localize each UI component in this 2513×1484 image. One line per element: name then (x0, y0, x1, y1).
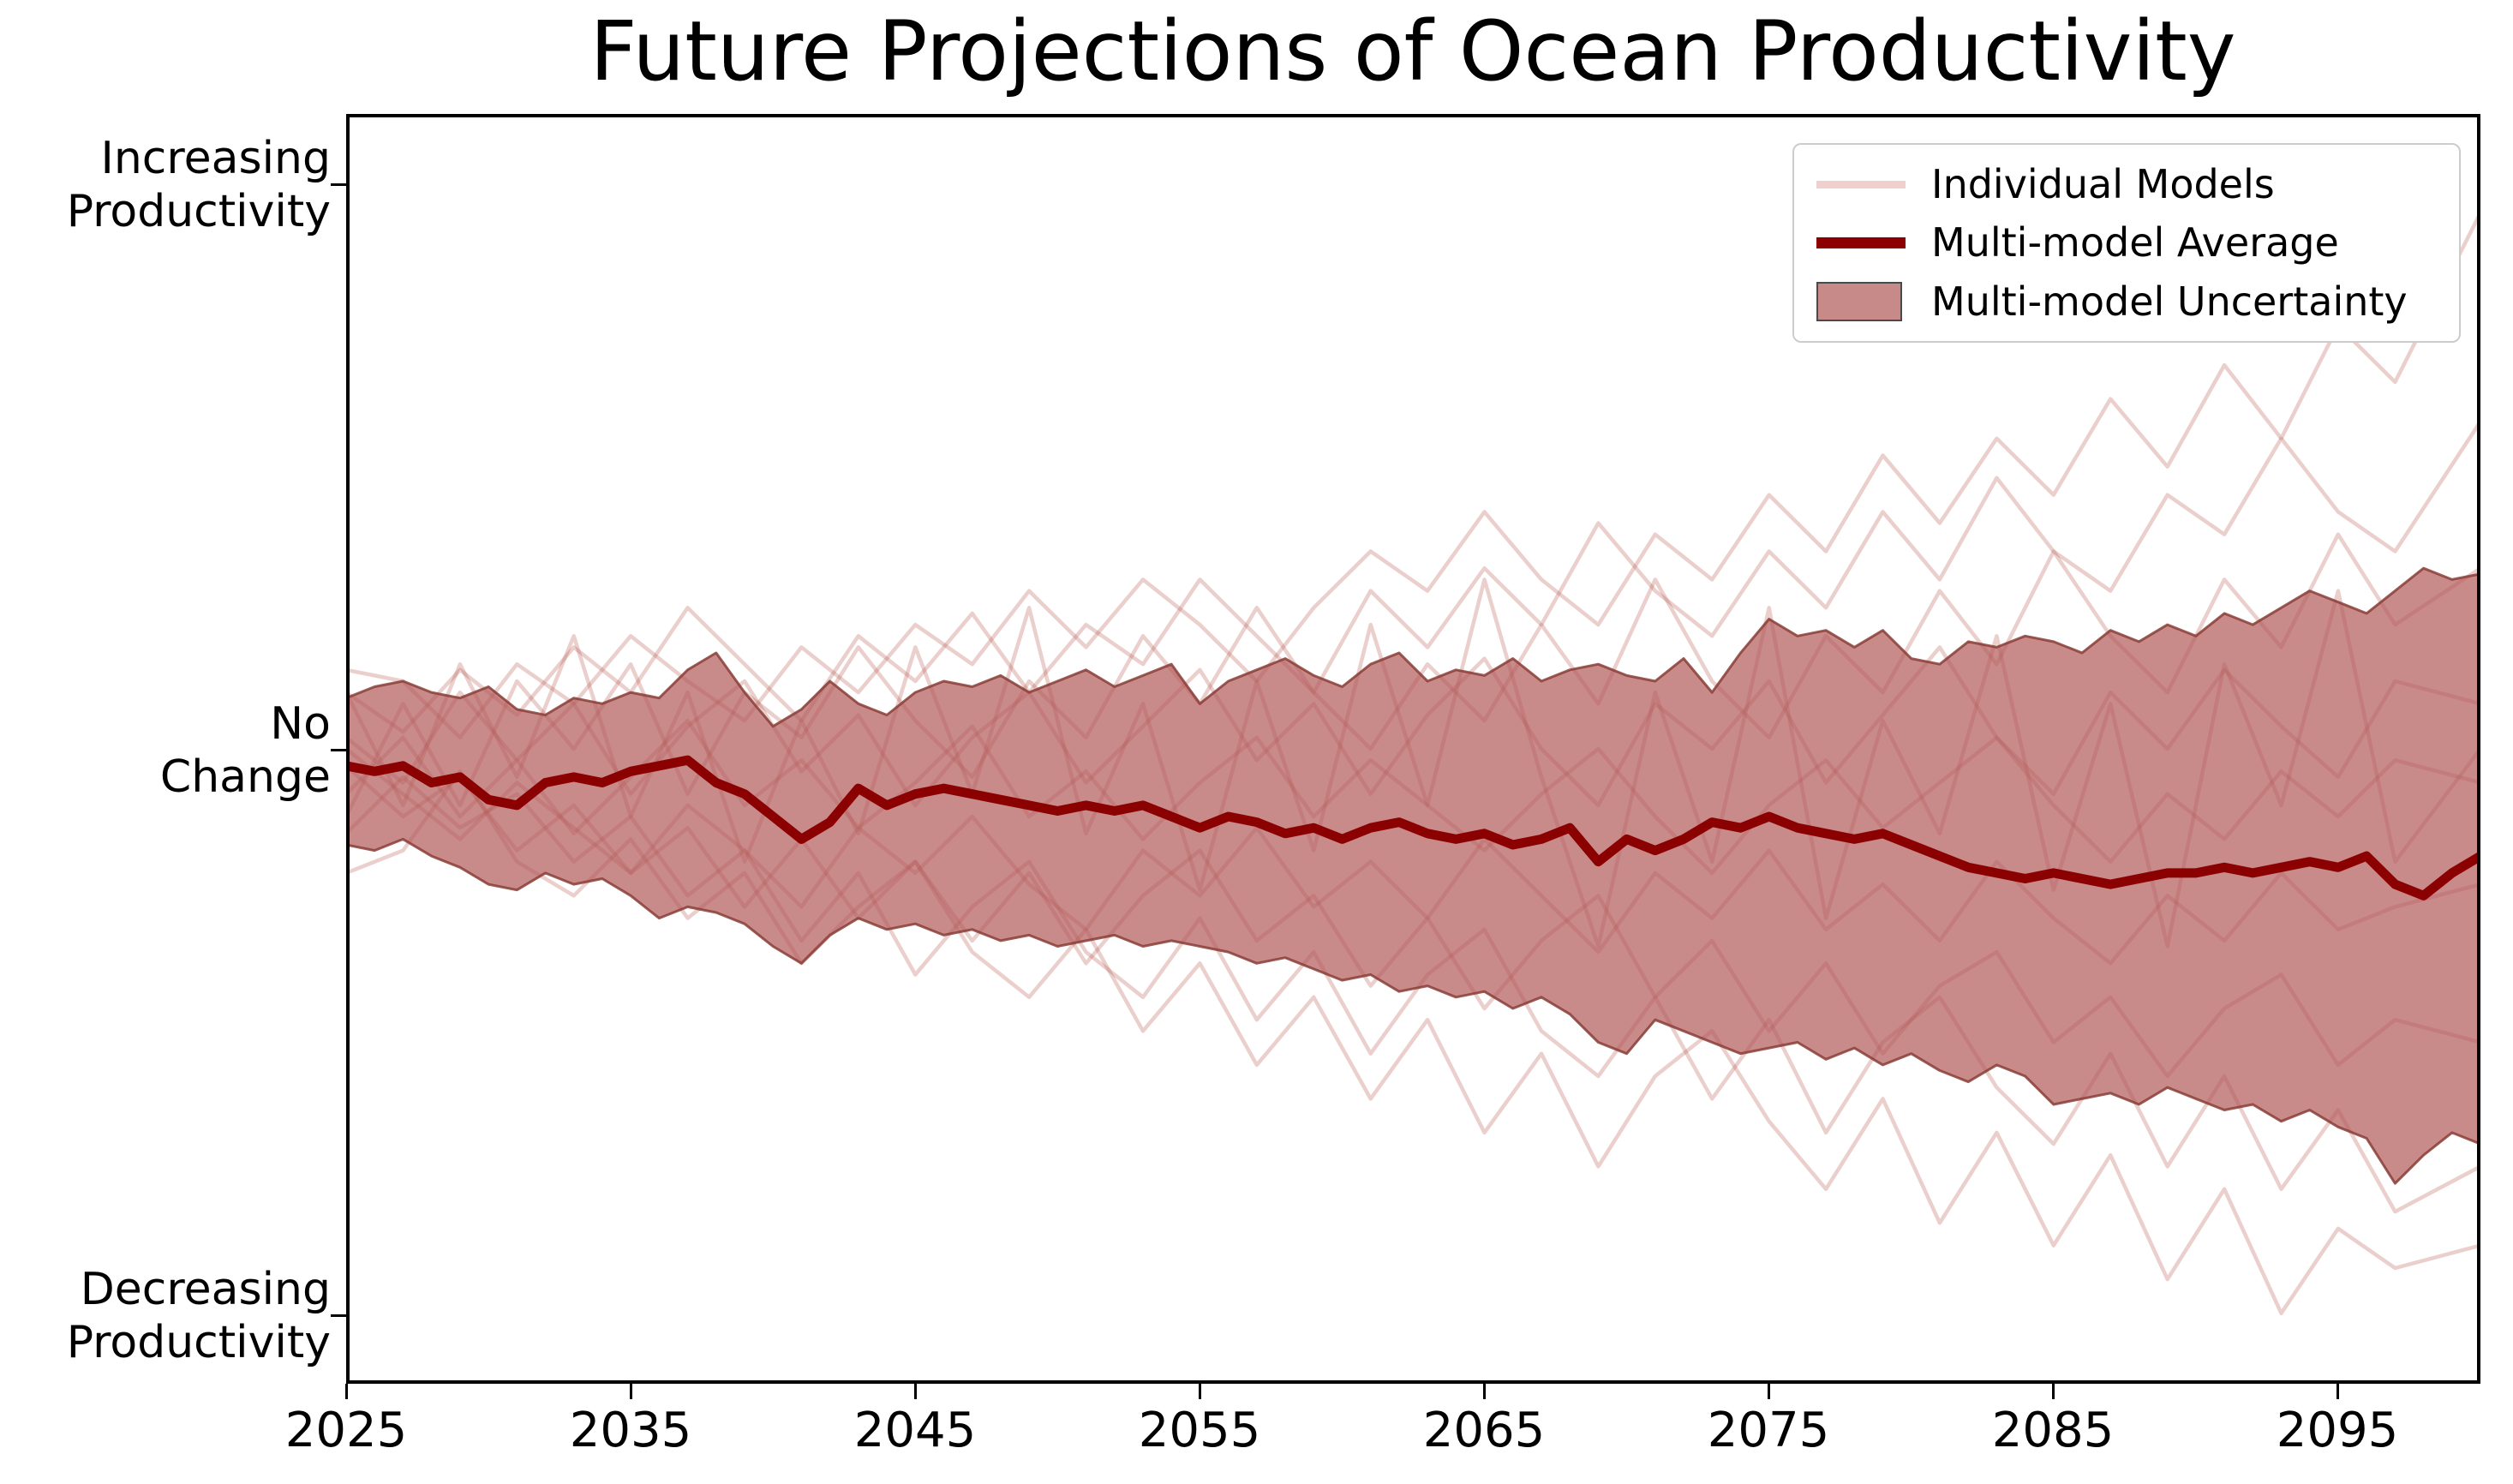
xtick-label: 2035 (569, 1403, 692, 1458)
ytick-line: No (270, 698, 331, 750)
legend-item-individual-models: Individual Models (1816, 161, 2437, 207)
xtick-label: 2045 (853, 1403, 977, 1458)
chart-canvas (346, 114, 2480, 1384)
legend-item-multi-model-uncertainty: Multi-model Uncertainty (1816, 278, 2437, 325)
legend-label: Multi-model Average (1931, 219, 2339, 266)
individual-model-line (346, 769, 2480, 1315)
xtick-label: 2085 (1991, 1403, 2115, 1458)
multi-model-uncertainty-patch-swatch (1816, 281, 1906, 321)
x-tick-mark (2052, 1384, 2055, 1399)
xtick-label: 2055 (1138, 1403, 1261, 1458)
x-tick-mark (345, 1384, 348, 1399)
ytick-line: Change (159, 751, 331, 803)
x-tick-mark (1483, 1384, 1486, 1399)
ytick-label-increasing: Increasing Productivity (67, 132, 331, 238)
xtick-label: 2065 (1422, 1403, 1546, 1458)
ytick-line: Increasing (100, 133, 331, 184)
x-tick-mark (1768, 1384, 1770, 1399)
x-tick-mark (914, 1384, 917, 1399)
xtick-label: 2095 (2276, 1403, 2399, 1458)
mean-line (346, 755, 2480, 901)
uncertainty-band (346, 566, 2480, 1185)
plot-area (346, 114, 2480, 1384)
y-tick-mark (331, 183, 346, 186)
axes-spines (346, 114, 2480, 1384)
ytick-label-no-change: No Change (160, 697, 331, 804)
chart-title: Future Projections of Ocean Productivity (589, 3, 2236, 99)
individual-model-line (346, 419, 2480, 734)
ytick-line: Decreasing (80, 1264, 331, 1315)
x-tick-mark (1199, 1384, 1201, 1399)
legend-label: Individual Models (1931, 161, 2275, 208)
legend-label: Multi-model Uncertainty (1931, 278, 2408, 325)
ytick-line: Productivity (66, 1317, 331, 1368)
ytick-label-decreasing: Decreasing Productivity (67, 1263, 331, 1369)
x-tick-mark (2336, 1384, 2339, 1399)
multi-model-average-line-swatch (1816, 236, 1906, 248)
legend: Individual Models Multi-model Average Mu… (1792, 143, 2461, 343)
xtick-label: 2025 (284, 1403, 408, 1458)
xtick-label: 2075 (1707, 1403, 1830, 1458)
legend-item-multi-model-average: Multi-model Average (1816, 219, 2437, 266)
y-tick-mark (331, 1314, 346, 1317)
x-tick-mark (630, 1384, 632, 1399)
ytick-line: Productivity (66, 186, 331, 237)
y-tick-mark (331, 749, 346, 751)
individual-models-line-swatch (1816, 180, 1906, 188)
